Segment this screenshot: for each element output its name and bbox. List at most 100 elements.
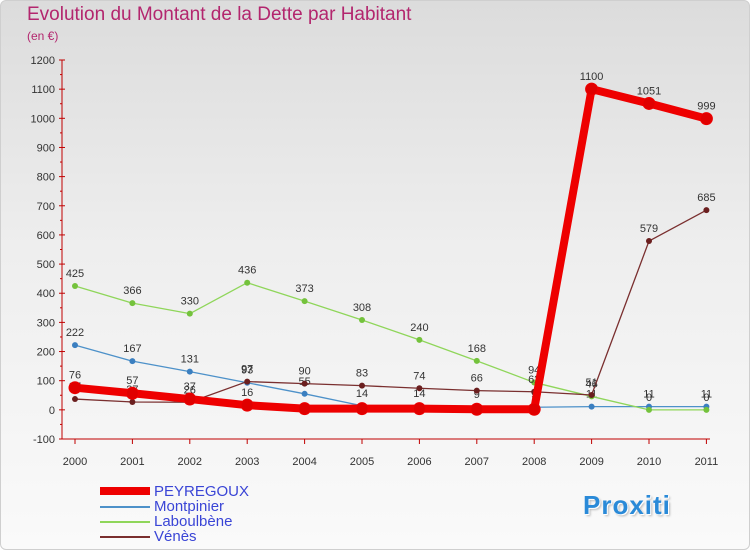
series-point bbox=[527, 402, 541, 416]
data-label: 425 bbox=[66, 268, 84, 280]
series-point bbox=[240, 398, 254, 412]
data-label: 14 bbox=[413, 388, 425, 400]
series-point bbox=[703, 207, 710, 214]
x-tick-label: 2001 bbox=[120, 456, 144, 468]
x-tick-label: 2009 bbox=[579, 456, 603, 468]
series-point bbox=[301, 298, 308, 305]
y-tick-label: 1200 bbox=[31, 55, 55, 67]
data-label: 366 bbox=[123, 285, 141, 297]
data-label: 308 bbox=[353, 302, 371, 314]
series-point bbox=[129, 358, 136, 365]
y-tick-label: 200 bbox=[37, 347, 55, 359]
series-line-1 bbox=[74, 282, 708, 411]
y-tick-label: 400 bbox=[37, 288, 55, 300]
series-point bbox=[244, 279, 251, 286]
legend-label: PEYREGOUX bbox=[154, 483, 250, 500]
series-point bbox=[359, 382, 365, 389]
x-tick-label: 2008 bbox=[522, 456, 546, 468]
series-point bbox=[703, 406, 710, 413]
y-tick-label: 600 bbox=[37, 230, 55, 242]
data-label: 579 bbox=[640, 223, 658, 235]
series-point bbox=[416, 385, 423, 392]
data-label: 222 bbox=[66, 327, 84, 339]
x-tick-label: 2004 bbox=[292, 456, 316, 468]
legend-swatch bbox=[100, 536, 150, 538]
series-point bbox=[473, 357, 480, 364]
chart-title: Evolution du Montant de la Dette par Hab… bbox=[27, 4, 412, 25]
x-tick-label: 2006 bbox=[407, 456, 431, 468]
data-label: 0 bbox=[646, 392, 652, 404]
y-tick-label: 500 bbox=[37, 259, 55, 271]
legend-label: Vénès bbox=[154, 528, 197, 545]
series-point bbox=[72, 342, 78, 349]
legend-swatch bbox=[100, 487, 150, 495]
data-label: 11 bbox=[643, 389, 654, 401]
y-tick-label: 900 bbox=[37, 142, 55, 154]
series-point bbox=[72, 282, 78, 289]
x-tick-label: 2007 bbox=[465, 456, 489, 468]
data-label: 26 bbox=[184, 384, 196, 396]
legend-swatch bbox=[100, 521, 150, 523]
series-point bbox=[646, 406, 652, 413]
series-point bbox=[355, 402, 369, 416]
data-label: 66 bbox=[471, 373, 483, 385]
data-label: 11 bbox=[701, 389, 712, 401]
data-label: 37 bbox=[184, 381, 196, 393]
series-point bbox=[585, 82, 599, 96]
data-label: 57 bbox=[126, 375, 138, 387]
data-label: 90 bbox=[298, 366, 310, 378]
series-point bbox=[298, 402, 312, 416]
data-label: 167 bbox=[123, 343, 141, 355]
series-point bbox=[473, 387, 480, 394]
data-label: 16 bbox=[241, 387, 253, 399]
data-label: 74 bbox=[413, 370, 425, 382]
y-tick-label: 0 bbox=[49, 405, 55, 417]
series-point bbox=[125, 386, 139, 400]
data-label: 131 bbox=[181, 354, 199, 366]
series-point bbox=[72, 396, 78, 403]
series-point bbox=[301, 380, 308, 387]
data-label: 999 bbox=[697, 101, 715, 113]
series-point bbox=[470, 402, 484, 416]
data-label: 1051 bbox=[637, 85, 661, 97]
data-label: 51 bbox=[585, 377, 597, 389]
x-tick-label: 2002 bbox=[178, 456, 202, 468]
x-tick-label: 2010 bbox=[637, 456, 661, 468]
legend-swatch bbox=[100, 506, 150, 508]
series-point bbox=[642, 96, 656, 110]
series-point bbox=[129, 300, 136, 307]
series-point bbox=[186, 368, 193, 375]
data-label: 240 bbox=[410, 322, 428, 334]
data-label: 330 bbox=[181, 296, 199, 308]
series-point bbox=[588, 403, 595, 410]
series-line-3 bbox=[71, 85, 711, 414]
series-point bbox=[244, 378, 251, 385]
data-label: 373 bbox=[295, 283, 313, 295]
x-tick-label: 2000 bbox=[63, 456, 87, 468]
y-tick-label: -100 bbox=[33, 434, 55, 446]
data-label: 97 bbox=[241, 364, 253, 376]
data-label: 83 bbox=[356, 368, 368, 380]
series-point bbox=[699, 112, 713, 126]
series-point bbox=[68, 381, 82, 395]
data-label: 14 bbox=[356, 388, 368, 400]
series-line-2 bbox=[74, 209, 708, 403]
y-tick-label: 300 bbox=[37, 317, 55, 329]
y-tick-label: 1100 bbox=[31, 84, 55, 96]
series-point bbox=[646, 238, 652, 245]
series-point bbox=[412, 402, 426, 416]
data-label: 1100 bbox=[580, 71, 604, 83]
data-label: 168 bbox=[468, 343, 486, 355]
legend-label: Laboulbène bbox=[154, 513, 233, 530]
chart-subtitle: (en €) bbox=[27, 29, 59, 43]
data-label: 685 bbox=[697, 192, 715, 204]
series-point bbox=[416, 336, 423, 343]
series-point bbox=[301, 390, 308, 397]
legend-label: Montpinier bbox=[154, 498, 225, 515]
series-point bbox=[183, 392, 197, 406]
data-label: 93 bbox=[241, 365, 253, 377]
data-label: 436 bbox=[238, 265, 256, 277]
y-tick-label: 1000 bbox=[31, 113, 55, 125]
